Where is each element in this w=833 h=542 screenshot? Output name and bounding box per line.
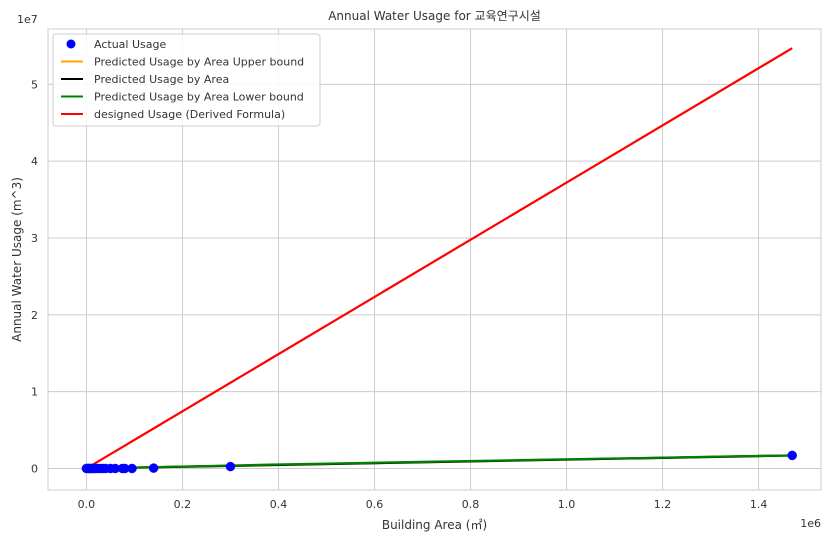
x-tick-label: 0.2: [174, 498, 192, 511]
y-tick-labels: 0 1 2 3 4 5: [31, 78, 38, 475]
legend-label: Predicted Usage by Area Lower bound: [94, 91, 304, 104]
x-offset-label: 1e6: [800, 517, 821, 530]
y-offset-label: 1e7: [17, 13, 38, 26]
legend-box: [52, 33, 321, 127]
plot-frame: [47, 28, 822, 491]
x-tick-label: 0.8: [462, 498, 480, 511]
x-tick-label: 0.0: [78, 498, 96, 511]
y-tick-label: 2: [31, 309, 38, 322]
y-axis-label: Annual Water Usage (m^3): [10, 177, 24, 342]
legend-label: Actual Usage: [94, 38, 166, 51]
y-tick-label: 4: [31, 155, 38, 168]
series-lines: [85, 47, 793, 470]
legend-label: designed Usage (Derived Formula): [94, 108, 285, 121]
y-tick-label: 3: [31, 232, 38, 245]
series-line-4: [85, 47, 793, 470]
x-tick-label: 1.2: [654, 498, 672, 511]
x-tick-label: 1.0: [558, 498, 576, 511]
legend-label: Predicted Usage by Area: [94, 73, 229, 86]
x-tick-label: 0.6: [366, 498, 384, 511]
scatter-point: [127, 463, 137, 474]
y-tick-label: 5: [31, 78, 38, 91]
series-points: [81, 450, 797, 474]
chart-title: Annual Water Usage for 교육연구시설: [328, 9, 541, 23]
x-tick-label: 1.4: [750, 498, 768, 511]
y-tick-label: 1: [31, 386, 38, 399]
x-tick-label: 0.4: [270, 498, 288, 511]
x-axis-label: Building Area (㎡): [382, 518, 487, 532]
legend-marker: [66, 39, 76, 49]
x-tick-labels: 0.0 0.2 0.4 0.6 0.8 1.0 1.2 1.4: [78, 498, 768, 511]
legend-label: Predicted Usage by Area Upper bound: [94, 56, 304, 69]
y-tick-label: 0: [31, 462, 38, 475]
legend: Actual Usage Predicted Usage by Area Uppe…: [52, 33, 321, 127]
series-line-3: [86, 454, 793, 470]
scatter-point: [148, 463, 159, 473]
scatter-point: [787, 450, 797, 461]
scatter-point: [225, 461, 236, 472]
